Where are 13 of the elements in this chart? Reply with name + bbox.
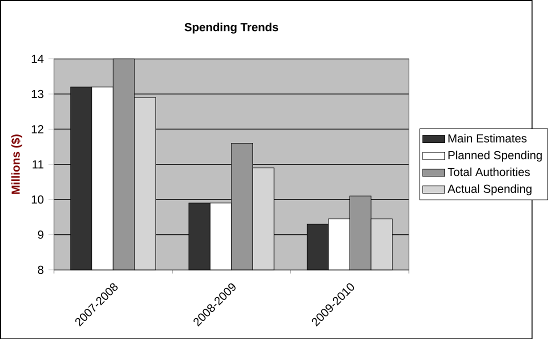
- y-tick-label: 8: [38, 266, 44, 274]
- chart-title: Spending Trends: [184, 22, 278, 34]
- y-axis-title: Millions ($): [11, 134, 22, 194]
- legend-label: Main Estimates: [448, 134, 527, 142]
- y-tick-label: 14: [32, 54, 44, 63]
- legend-label: Planned Spending: [448, 150, 542, 162]
- y-tick-label: 13: [32, 90, 44, 98]
- legend-label: Actual Spending: [448, 184, 532, 196]
- legend-label: Total Authorities: [448, 167, 530, 176]
- y-tick-label: 12: [32, 124, 44, 134]
- y-tick-label: 10: [32, 195, 44, 204]
- y-tick-label: 11: [32, 160, 44, 168]
- y-tick-label: 9: [38, 230, 44, 239]
